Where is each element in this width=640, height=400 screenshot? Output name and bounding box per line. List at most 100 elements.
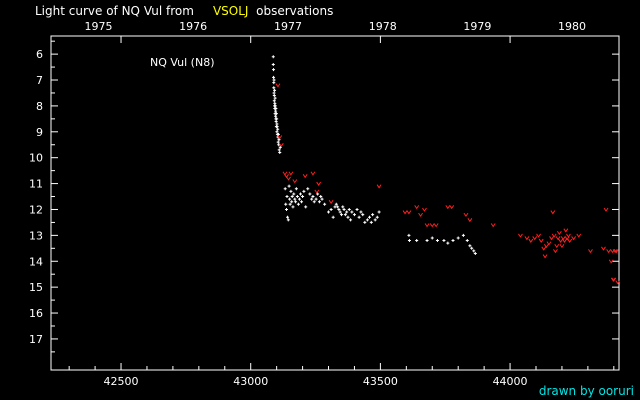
observation-point (278, 151, 282, 155)
observation-point (284, 202, 288, 206)
fainter-than-point (429, 223, 435, 228)
fainter-than-point (612, 249, 618, 254)
observation-point (311, 195, 315, 199)
observation-point (291, 205, 295, 209)
fainter-than-point (406, 210, 412, 215)
observation-point (302, 189, 306, 193)
fainter-than-point (613, 249, 619, 254)
observation-point (272, 86, 276, 90)
fainter-than-point (553, 249, 558, 254)
observation-point (273, 88, 277, 92)
observation-point (377, 210, 381, 214)
fainter-than-point (328, 199, 334, 205)
fainter-than-point (433, 223, 439, 228)
observation-point (319, 195, 323, 199)
observation-point (285, 207, 288, 211)
x-tick-label: 43000 (233, 375, 268, 388)
observation-point (435, 239, 439, 243)
fainter-than-point (576, 233, 582, 238)
credit-text: drawn by ooruri (538, 384, 634, 398)
observation-point (461, 233, 465, 237)
fainter-than-point (606, 249, 612, 254)
observation-point (272, 68, 276, 72)
fainter-than-point (278, 142, 284, 148)
fainter-than-point (542, 254, 548, 259)
fainter-than-point (601, 246, 606, 251)
fainter-than-point (467, 218, 473, 223)
observation-point (273, 96, 277, 100)
fainter-than-point (555, 236, 561, 241)
observation-point (359, 210, 363, 214)
observation-point (276, 127, 280, 131)
observation-point (274, 106, 278, 110)
observation-point (293, 197, 297, 201)
chart-ticks: 42500 43000 43500 44000 1975 1976 1977 1978 1979… (29, 20, 619, 388)
observation-point (274, 119, 278, 123)
observation-point (286, 215, 290, 219)
observation-point (333, 205, 337, 209)
observation-point (287, 184, 291, 188)
observation-point (336, 205, 340, 209)
chart-marks (271, 55, 621, 285)
fainter-than-point (284, 174, 289, 179)
observation-point (352, 213, 356, 217)
year-label: 1975 (84, 20, 112, 33)
observation-point (275, 125, 279, 129)
year-label: 1977 (274, 20, 302, 33)
fainter-than-point (551, 233, 557, 238)
observation-point (415, 239, 419, 243)
fainter-than-point (563, 228, 569, 233)
observation-point (274, 114, 278, 118)
observation-point (327, 210, 331, 214)
observation-point (276, 132, 280, 136)
x-tick-label: 43500 (363, 375, 398, 388)
observation-point (314, 197, 318, 201)
title-suffix: observations (256, 4, 334, 18)
observation-point (278, 145, 282, 149)
title-prefix: Light curve of NQ Vul from (35, 4, 194, 18)
fainter-than-point (571, 236, 577, 241)
fainter-than-point (536, 233, 542, 238)
fainter-than-point (549, 236, 554, 241)
fainter-than-point (546, 241, 552, 246)
observation-point (289, 189, 293, 193)
y-tick-label: 6 (36, 48, 43, 61)
observation-point (456, 236, 460, 240)
observation-point (430, 236, 434, 240)
chart-axes (50, 35, 620, 371)
fainter-than-point (560, 236, 566, 241)
fainter-than-point (424, 223, 430, 228)
fainter-than-point (559, 243, 565, 249)
year-label: 1976 (179, 20, 207, 33)
fainter-than-point (556, 230, 562, 236)
fainter-than-point (603, 207, 609, 212)
fainter-than-point (277, 135, 283, 140)
observation-point (320, 197, 324, 201)
observation-point (338, 210, 342, 214)
title-source: VSOLJ (212, 4, 249, 18)
observation-point (275, 130, 279, 134)
y-tick-label: 11 (29, 178, 43, 191)
fainter-than-point (615, 280, 621, 285)
observation-point (271, 62, 275, 66)
observation-point (276, 140, 280, 144)
observation-point (297, 197, 301, 201)
observation-point (442, 239, 446, 243)
observation-point (357, 215, 361, 219)
observation-point (337, 207, 341, 211)
fainter-than-point (543, 243, 549, 249)
chart-title: Light curve of NQ Vul from VSOLJ observa… (35, 4, 333, 18)
fainter-than-point (566, 233, 571, 238)
observation-point (472, 249, 476, 253)
y-tick-label: 17 (29, 333, 43, 346)
observation-point (312, 200, 316, 204)
fainter-than-point (532, 236, 538, 241)
observation-point (290, 195, 294, 199)
observation-point (446, 241, 450, 245)
fainter-than-point (518, 233, 523, 238)
observation-point (355, 207, 359, 211)
observation-point (375, 215, 379, 219)
fainter-than-point (562, 238, 567, 243)
y-tick-label: 9 (36, 126, 43, 139)
plot-label: NQ Vul (N8) (150, 56, 215, 69)
